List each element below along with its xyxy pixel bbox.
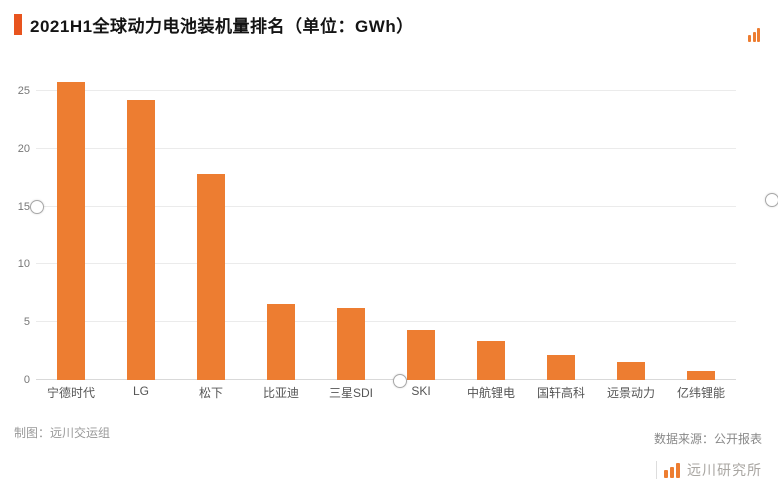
chart-title: 2021H1全球动力电池装机量排名（单位：GWh）: [30, 17, 414, 36]
bar-column: [386, 62, 456, 380]
bar-series: [36, 62, 736, 380]
bar-column: [106, 62, 176, 380]
x-axis-label: 中航锂电: [466, 386, 515, 400]
brand-logo: 远川研究所: [656, 460, 762, 480]
x-axis-label: 国轩高科: [536, 386, 585, 400]
gridline-15: [36, 205, 736, 207]
credit-text: 制图：远川交运组: [14, 426, 111, 440]
bar-中航锂电: [477, 340, 505, 380]
y-tick-label: 15: [17, 200, 30, 213]
x-axis-label: 比亚迪: [262, 386, 299, 400]
gridline-5: [36, 321, 736, 323]
bar-松下: [197, 174, 225, 380]
selection-handle-right[interactable]: [765, 193, 778, 207]
bar-column: [456, 62, 526, 380]
chart-title-row: 2021H1全球动力电池装机量排名（单位：GWh）: [14, 12, 414, 37]
x-axis-label: 亿纬锂能: [676, 386, 725, 400]
brand-bars-icon: [664, 462, 680, 478]
bar-三星SDI: [337, 308, 365, 380]
bar-column: [36, 62, 106, 380]
bar-比亚迪: [267, 303, 295, 380]
x-axis-label: 三星SDI: [328, 386, 373, 400]
bar-LG: [127, 100, 155, 380]
title-accent-bar: [14, 14, 22, 35]
bar-column: [176, 62, 246, 380]
bar-column: [246, 62, 316, 380]
brand-name: 远川研究所: [687, 462, 762, 478]
x-axis-label: 远景动力: [606, 386, 655, 400]
bar-亿纬锂能: [687, 370, 715, 380]
y-tick-label: 5: [23, 316, 30, 329]
bar-SKI: [407, 330, 435, 380]
gridline-10: [36, 263, 736, 265]
gridline-0: [36, 379, 736, 380]
x-axis-label: 松下: [198, 386, 223, 400]
bar-column: [666, 62, 736, 380]
data-source-text: 数据来源：公开报表: [653, 432, 762, 446]
bar-column: [526, 62, 596, 380]
y-tick-label: 25: [17, 84, 30, 97]
bar-国轩高科: [547, 354, 575, 380]
bar-远景动力: [617, 361, 645, 380]
gridline-20: [36, 147, 736, 149]
x-axis-label: LG: [132, 384, 149, 398]
gridline-25: [36, 89, 736, 91]
y-tick-label: 0: [23, 374, 30, 386]
watermark-bars-icon: [748, 28, 760, 42]
y-tick-label: 10: [17, 258, 30, 271]
bar-column: [316, 62, 386, 380]
brand-divider: [656, 461, 657, 479]
selection-handle-bottom[interactable]: [393, 374, 407, 388]
x-axis-label: SKI: [411, 384, 431, 398]
bar-宁德时代: [57, 81, 85, 380]
x-axis-label: 宁德时代: [46, 386, 95, 400]
bar-column: [596, 62, 666, 380]
y-tick-label: 20: [17, 142, 30, 155]
plot-area: 0 5 10 15 20 25: [18, 62, 736, 386]
x-axis-labels: 宁德时代 LG 松下 比亚迪 三星SDI SKI 中航锂电 国轩高科 远景动力 亿纬锂能: [36, 384, 736, 401]
selection-handle-left[interactable]: [30, 200, 44, 214]
